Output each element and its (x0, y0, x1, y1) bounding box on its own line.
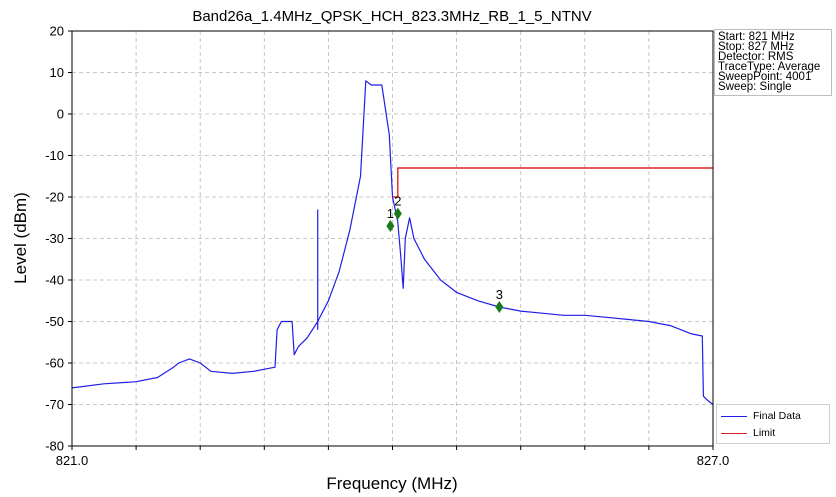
series-limit (392, 167, 713, 198)
marker-label-3: 3 (496, 287, 503, 302)
legend-label-final-data: Final Data (753, 410, 801, 422)
y-tick-label: -80 (45, 439, 64, 454)
info-trace-type: TraceType: Average (718, 61, 821, 73)
series-final-data (71, 80, 714, 405)
legend: Final Data Limit (716, 404, 830, 444)
marker-2 (393, 207, 402, 220)
x-tick-label: 827.0 (697, 453, 730, 468)
y-tick-label: 10 (50, 65, 64, 80)
info-sweep: Sweep: Single (718, 81, 792, 93)
legend-swatch-final-data (721, 415, 747, 417)
info-start: Start: 821 MHz (718, 31, 795, 43)
y-tick-label: -50 (45, 314, 64, 329)
markers: 12 3 (386, 194, 504, 313)
y-tick-label: 0 (57, 107, 64, 122)
y-tick-label: -60 (45, 356, 64, 371)
y-axis-label: Level (dBm) (11, 192, 30, 284)
y-tick-label: -30 (45, 231, 64, 246)
traces (71, 80, 714, 405)
y-tick-label: 20 (50, 24, 64, 39)
marker-label-2: 2 (394, 194, 401, 209)
x-axis-label: Frequency (MHz) (326, 474, 457, 493)
marker-1 (386, 220, 395, 233)
y-tick-label: -70 (45, 397, 64, 412)
marker-3 (495, 300, 504, 313)
y-tick-label: -10 (45, 148, 64, 163)
measurement-info-box: Start: 821 MHz Stop: 827 MHz Detector: R… (714, 29, 832, 96)
legend-item-limit: Limit (721, 427, 775, 439)
marker-label-1: 1 (387, 206, 394, 221)
y-tick-label: -20 (45, 190, 64, 205)
legend-swatch-limit (721, 432, 747, 434)
x-axis-ticks: 821.0 827.0 (56, 446, 730, 468)
chart-title: Band26a_1.4MHz_QPSK_HCH_823.3MHz_RB_1_5_… (192, 8, 591, 25)
legend-label-limit: Limit (753, 427, 776, 439)
y-axis-ticks: -80 -70 -60 -50 -40 -30 -20 -10 0 10 20 (45, 24, 72, 454)
grid-lines (71, 30, 714, 447)
x-tick-label: 821.0 (56, 453, 89, 468)
y-tick-label: -40 (45, 273, 64, 288)
info-detector: Detector: RMS (718, 51, 794, 63)
legend-item-final-data: Final Data (721, 410, 801, 422)
info-stop: Stop: 827 MHz (718, 41, 795, 53)
info-sweep-point: SweepPoint: 4001 (718, 71, 812, 83)
